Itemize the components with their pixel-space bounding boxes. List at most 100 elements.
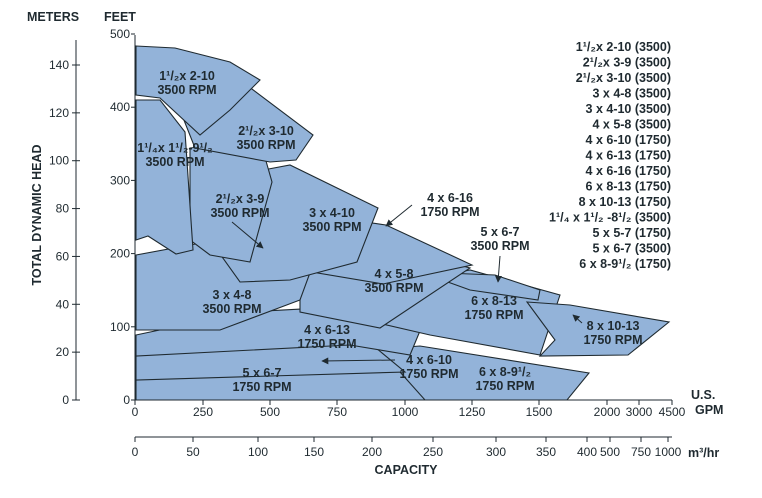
label-6x8-13-name: 6 x 8-13 (471, 294, 517, 308)
gpm-tick-label: 250 (193, 405, 213, 419)
label-5x6-7-1750-name: 5 x 6-7 (243, 366, 282, 380)
label-8x10-13-rpm: 1750 RPM (583, 333, 642, 347)
label-4x6-13-name: 4 x 6-13 (304, 323, 350, 337)
meters-unit-label: METERS (27, 10, 79, 24)
meters-tick-label: 100 (49, 154, 69, 168)
label-2-5x3-10: 2¹/₂x 3-10 3500 RPM (236, 124, 295, 152)
legend-item: 5 x 6-7 (3500) (592, 242, 671, 256)
label-3x4-10-name: 3 x 4-10 (309, 206, 355, 220)
label-4x5-8-name: 4 x 5-8 (375, 267, 414, 281)
gpm-tick-label: 1500 (526, 405, 553, 419)
arrow-4x6-10 (321, 357, 396, 365)
label-3x4-8: 3 x 4-8 3500 RPM (202, 288, 261, 316)
label-2-5x3-10-rpm: 3500 RPM (236, 138, 295, 152)
legend-item: 3 x 4-8 (3500) (592, 87, 671, 101)
label-1-5x2-10-rpm: 3500 RPM (157, 83, 216, 97)
gpm-tick-label: 1000 (392, 405, 419, 419)
legend-item: 4 x 6-16 (1750) (586, 164, 671, 178)
label-4x6-10-name: 4 x 6-10 (406, 353, 452, 367)
label-5x6-7-3500-name: 5 x 6-7 (481, 225, 520, 239)
x-gpm-unit-line1: U.S. (691, 388, 715, 402)
m3hr-tick-label: 350 (536, 445, 556, 459)
m3hr-tick-label: 400 (577, 445, 597, 459)
legend-item: 6 x 8-13 (1750) (586, 180, 671, 194)
legend-item: 4 x 6-13 (1750) (586, 149, 671, 163)
m3hr-tick-label: 100 (248, 445, 268, 459)
label-1-25x1-5-9-5-rpm: 3500 RPM (145, 155, 204, 169)
label-4x6-16: 4 x 6-16 1750 RPM (420, 191, 479, 219)
label-5x6-7-3500-rpm: 3500 RPM (470, 239, 529, 253)
m3hr-tick-label: 1000 (655, 445, 682, 459)
label-8x10-13: 8 x 10-13 1750 RPM (583, 319, 642, 347)
gpm-tick-label: 750 (327, 405, 347, 419)
legend-item: 4 x 5-8 (3500) (592, 118, 671, 132)
feet-tick-label: 300 (110, 173, 130, 187)
feet-tick-label: 0 (123, 393, 130, 407)
label-3x4-8-rpm: 3500 RPM (202, 302, 261, 316)
label-5x6-7-3500: 5 x 6-7 3500 RPM (470, 225, 529, 253)
model-legend: 1¹/₂x 2-10 (3500) 2¹/₂x 3-9 (3500)2¹/₂x 3… (549, 40, 671, 271)
label-4x6-16-name: 4 x 6-16 (427, 191, 473, 205)
leader-arrows (231, 204, 583, 365)
legend-item: 4 x 6-10 (1750) (586, 133, 671, 147)
arrow-8x10-13 (572, 314, 583, 324)
label-2-5x3-9-rpm: 3500 RPM (210, 206, 269, 220)
label-1-25x1-5-9-5-name: 1¹/₄x 1¹/₂-9¹/₂ (137, 141, 212, 155)
region-1-5x2-10 (135, 45, 261, 136)
feet-tick-label: 400 (110, 100, 130, 114)
m3hr-tick-label: 250 (423, 445, 443, 459)
feet-tick-label: 200 (110, 247, 130, 261)
meters-tick-label: 0 (62, 393, 69, 407)
meters-tick-label: 40 (56, 297, 70, 311)
m3hr-tick-label: 300 (486, 445, 506, 459)
m3hr-tick-label: 750 (631, 445, 651, 459)
label-6x8-13: 6 x 8-13 1750 RPM (464, 294, 523, 322)
x-gpm-unit-line2: GPM (695, 403, 723, 417)
x-m3hr-unit: m³/hr (688, 446, 719, 460)
meters-tick-label: 140 (49, 58, 69, 72)
m3hr-tick-label: 0 (132, 445, 139, 459)
label-4x6-13-rpm: 1750 RPM (297, 337, 356, 351)
meters-tick-label: 120 (49, 106, 69, 120)
label-4x6-10-rpm: 1750 RPM (399, 367, 458, 381)
feet-unit-label: FEET (104, 10, 136, 24)
legend-item: 8 x 10-13 (1750) (579, 195, 671, 209)
m3hr-tick-label: 50 (186, 445, 200, 459)
meters-tick-label: 60 (56, 249, 70, 263)
arrow-2-5x3-9 (231, 221, 264, 249)
legend-item: 1¹/₂x 2-10 (3500) (576, 40, 671, 54)
region-8x10-13 (525, 301, 671, 357)
label-5x6-7-1750-rpm: 1750 RPM (232, 380, 291, 394)
label-3x4-8-name: 3 x 4-8 (213, 288, 252, 302)
label-8x10-13-name: 8 x 10-13 (587, 319, 640, 333)
label-3x4-10-rpm: 3500 RPM (302, 220, 361, 234)
legend-item: 5 x 5-7 (1750) (592, 226, 671, 240)
label-6x8-9-5: 6 x 8-9¹/₂ 1750 RPM (475, 365, 534, 393)
label-6x8-13-rpm: 1750 RPM (464, 308, 523, 322)
legend-item: 6 x 8-9¹/₂ (1750) (579, 257, 671, 271)
y-axis-title: TOTAL DYNAMIC HEAD (30, 145, 44, 286)
label-3x4-10: 3 x 4-10 3500 RPM (302, 206, 361, 234)
label-6x8-9-5-name: 6 x 8-9¹/₂ (479, 365, 531, 379)
legend-item: 3 x 4-10 (3500) (586, 102, 671, 116)
label-4x6-10: 4 x 6-10 1750 RPM (399, 353, 458, 381)
coverage-regions (135, 45, 671, 401)
meters-tick-label: 20 (56, 345, 70, 359)
feet-tick-label: 500 (110, 27, 130, 41)
x-axis-title: CAPACITY (375, 463, 439, 477)
m3hr-tick-label: 150 (304, 445, 324, 459)
label-1-5x2-10: 1¹/₂x 2-10 3500 RPM (157, 69, 216, 97)
gpm-tick-label: 1250 (459, 405, 486, 419)
legend-item: 2¹/₂x 3-10 (3500) (576, 71, 671, 85)
label-2-5x3-9: 2¹/₂x 3-9 3500 RPM (210, 192, 269, 220)
label-4x5-8-rpm: 3500 RPM (364, 281, 423, 295)
label-2-5x3-9-name: 2¹/₂x 3-9 (216, 192, 265, 206)
gpm-tick-label: 500 (260, 405, 280, 419)
feet-tick-label: 100 (110, 320, 130, 334)
label-1-25x1-5-9-5: 1¹/₄x 1¹/₂-9¹/₂ 3500 RPM (137, 141, 212, 169)
m3hr-tick-label: 200 (362, 445, 382, 459)
meters-tick-label: 80 (56, 202, 70, 216)
region-1-25x1-5-9-5 (135, 99, 194, 255)
label-6x8-9-5-rpm: 1750 RPM (475, 379, 534, 393)
